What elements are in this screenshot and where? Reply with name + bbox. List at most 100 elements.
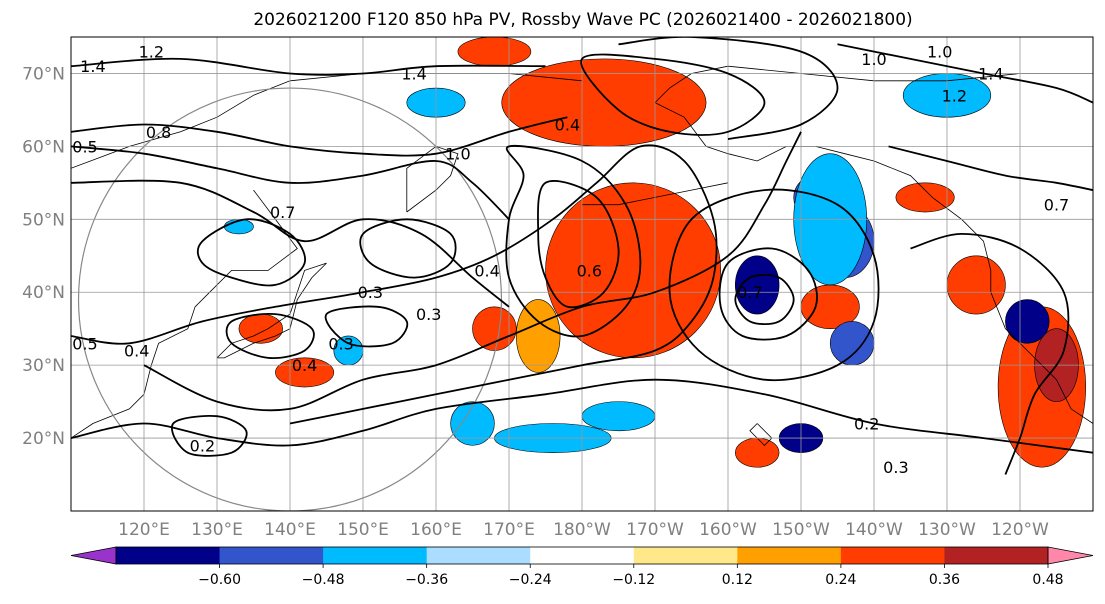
pv-contour xyxy=(71,57,546,76)
shaded-region-positive xyxy=(472,306,517,351)
colorbar-bin xyxy=(840,547,945,564)
contour-label: 0.3 xyxy=(416,305,441,324)
contour-label: 1.0 xyxy=(861,50,886,69)
pv-contour xyxy=(618,37,839,140)
colorbar: −0.60 −0.48 −0.36 −0.24 −0.12 0.12 0.24 0.36 0.4… xyxy=(70,546,1094,588)
shaded-region-positive xyxy=(515,299,561,373)
y-tick-labels: 20°N 30°N 40°N 50°N 60°N 70°N xyxy=(22,64,65,449)
coastline xyxy=(654,102,1093,424)
shaded-region-negative xyxy=(581,401,656,432)
contour-label: 0.7 xyxy=(270,203,295,222)
coastline xyxy=(749,423,773,446)
plot-frame xyxy=(70,36,1094,512)
pv-contour xyxy=(143,131,802,412)
colorbar-label: −0.24 xyxy=(509,572,552,588)
shaded-region-negative xyxy=(450,401,495,446)
pv-contour xyxy=(505,145,642,338)
pv-contour xyxy=(910,232,1070,475)
pv-contour xyxy=(537,180,620,309)
contour-label: 1.4 xyxy=(80,57,105,76)
x-tick-label: 140°E xyxy=(264,520,316,540)
x-tick-label: 140°W xyxy=(845,520,903,540)
colorbar-bin xyxy=(116,547,221,564)
colorbar-bin xyxy=(323,547,428,564)
x-tick-label: 150°E xyxy=(337,520,389,540)
colorbar-extend-high xyxy=(1047,546,1094,565)
shaded-region-positive xyxy=(946,255,1006,315)
y-tick-label: 40°N xyxy=(22,283,65,303)
colorbar-bin xyxy=(426,547,531,564)
contour-label: 0.3 xyxy=(358,283,383,302)
pv-contour xyxy=(324,305,409,348)
contour-label: 0.8 xyxy=(146,123,171,142)
contour-label-layer: 1.2 1.4 0.8 0.5 0.7 0.4 0.3 0.2 0.3 1.4 1.0 0.4 0.3 0… xyxy=(72,43,1069,478)
contour-label: 0.3 xyxy=(328,334,353,353)
contour-label: 0.5 xyxy=(72,334,97,353)
contour-label: 0.4 xyxy=(124,342,149,361)
shaded-region-positive xyxy=(895,182,955,213)
colorbar-label: 0.12 xyxy=(722,572,753,588)
pv-contour xyxy=(668,188,880,382)
x-tick-label: 160°W xyxy=(699,520,757,540)
contour-label: 1.2 xyxy=(139,43,164,62)
pv-contour xyxy=(196,218,306,287)
y-tick-label: 70°N xyxy=(22,64,65,84)
shaded-region-negative xyxy=(734,255,780,315)
contour-label: 0.3 xyxy=(883,458,908,477)
colorbar-bin xyxy=(219,547,324,564)
contour-label: 0.2 xyxy=(190,436,215,455)
shaded-region-negative xyxy=(1005,299,1050,344)
contour-label: 0.5 xyxy=(72,137,97,156)
coastline xyxy=(216,262,327,359)
contour-label: 0.7 xyxy=(737,283,762,302)
shaded-region-positive xyxy=(734,437,780,468)
pv-contour xyxy=(837,43,1093,104)
pv-contour xyxy=(71,145,510,220)
y-tick-label: 60°N xyxy=(22,137,65,157)
y-tick-label: 30°N xyxy=(22,356,65,376)
contour-label: 1.0 xyxy=(927,43,952,62)
contour-label: 1.2 xyxy=(942,86,967,105)
shaded-region-positive xyxy=(457,37,532,67)
x-tick-label: 180°W xyxy=(553,520,611,540)
contour-label: 0.2 xyxy=(854,414,879,433)
colorbar-frame xyxy=(115,546,1049,565)
pv-contour xyxy=(734,274,795,325)
colorbar-label: −0.12 xyxy=(612,572,655,588)
x-tick-label: 120°W xyxy=(991,520,1049,540)
colorbar-bin xyxy=(633,547,738,564)
pv-contour xyxy=(171,415,248,457)
x-tick-label: 170°W xyxy=(626,520,684,540)
colorbar-label: 0.48 xyxy=(1032,572,1063,588)
pv-contour xyxy=(71,116,568,157)
pv-contour xyxy=(225,312,315,360)
pv-contour xyxy=(359,218,457,279)
x-tick-label: 160°E xyxy=(410,520,462,540)
x-tick-labels: 120°E 130°E 140°E 150°E 160°E 170°E 180°W 170°W… xyxy=(118,520,1049,540)
colorbar-label: 0.36 xyxy=(929,572,960,588)
colorbar-label: −0.48 xyxy=(302,572,345,588)
pv-contour xyxy=(71,378,1093,454)
pv-contour xyxy=(718,247,818,341)
x-tick-label: 130°W xyxy=(918,520,976,540)
x-tick-label: 120°E xyxy=(118,520,170,540)
x-tick-label: 170°E xyxy=(483,520,535,540)
contour-label: 1.0 xyxy=(445,145,470,164)
colorbar-label: −0.60 xyxy=(198,572,241,588)
x-tick-label: 150°W xyxy=(772,520,830,540)
colorbar-extend-low xyxy=(70,546,117,565)
contour-label: 0.7 xyxy=(1044,196,1069,215)
x-tick-label: 130°E xyxy=(191,520,243,540)
colorbar-bin xyxy=(944,547,1049,564)
coastline xyxy=(71,189,298,439)
pv-contour xyxy=(71,144,718,425)
pv-contour xyxy=(71,179,510,308)
y-tick-label: 50°N xyxy=(22,210,65,230)
colorbar-label: 0.24 xyxy=(825,572,856,588)
pv-contour xyxy=(888,145,1093,191)
chart-title: 2026021200 F120 850 hPa PV, Rossby Wave … xyxy=(253,10,912,30)
contour-layer xyxy=(71,37,1093,475)
contour-label: 0.6 xyxy=(577,261,602,280)
pv-contour xyxy=(580,53,766,136)
